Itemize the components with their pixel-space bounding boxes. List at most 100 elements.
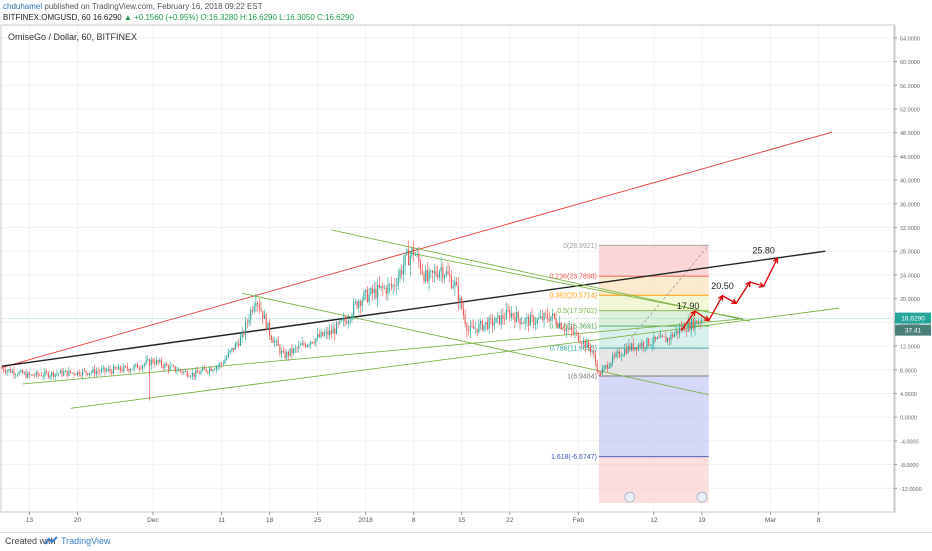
trendline-green-lower[interactable] [70, 307, 840, 409]
candle-body [572, 330, 574, 334]
candle-body [478, 323, 480, 333]
candle-body [588, 341, 590, 348]
author-link[interactable]: chduhamel [3, 2, 43, 11]
trendline-black-mid[interactable] [1, 250, 826, 367]
candle-body [564, 329, 566, 332]
trendlines[interactable] [1, 131, 840, 409]
candle-body [313, 342, 315, 344]
fib-level-label: 1.618(-6.6747) [551, 454, 597, 461]
projection-segment[interactable] [749, 281, 764, 287]
candle-body [92, 368, 94, 373]
candle-body [15, 374, 17, 376]
candle-body [88, 373, 91, 375]
candle-body [469, 325, 471, 332]
candle-body [421, 270, 423, 274]
tradingview-brand-link[interactable]: TradingView [61, 536, 111, 546]
candle-body [486, 322, 489, 330]
x-tick-label: Feb [573, 517, 585, 524]
projection-segment[interactable] [708, 295, 724, 321]
candle-body [649, 345, 651, 347]
candle-body [610, 363, 612, 367]
candle-body [154, 362, 156, 365]
candle-body [123, 366, 125, 372]
candle-body [528, 317, 530, 326]
candle-body [135, 363, 137, 366]
chart-frame[interactable]: 0(28.9921) 0.236(23.7898) 0.382(20.5714) 0.… [0, 24, 932, 532]
y-tick-label: 44.0000 [900, 155, 920, 161]
published-text: published on TradingView.com, February 1… [44, 2, 263, 11]
candle-body [432, 270, 434, 273]
y-tick-label: 12.0000 [900, 345, 920, 351]
projection-segment[interactable] [680, 310, 696, 332]
fib-level-label: 0.786(11.6655) [550, 346, 597, 353]
candle-body [83, 370, 85, 372]
candle-body [95, 371, 97, 375]
candle-body [517, 312, 519, 319]
candle-body [507, 309, 509, 311]
candle-body [558, 322, 561, 328]
trendline-green-desc-mid[interactable] [406, 251, 744, 320]
candle-body [310, 341, 312, 345]
candle-body [179, 369, 181, 372]
candle-body [440, 266, 442, 272]
tradingview-logo-icon [44, 536, 58, 545]
candle-body [172, 365, 175, 367]
candle-body [337, 322, 339, 324]
candle-body [529, 315, 531, 326]
candle-body [500, 315, 502, 325]
candle-body [492, 318, 494, 326]
candle-body [150, 359, 152, 366]
trendline-green-mid[interactable] [22, 318, 744, 385]
candle-body [46, 371, 48, 373]
candle-body [689, 321, 691, 331]
candle-body [450, 276, 452, 289]
candle-body [152, 359, 154, 363]
projection-segment[interactable] [763, 258, 778, 287]
candle-body [56, 373, 58, 375]
event-marker-icon[interactable] [624, 491, 636, 503]
candle-body [495, 317, 497, 324]
candle-body [468, 330, 470, 332]
y-tick-label: 24.0000 [900, 273, 920, 279]
candle-body [287, 351, 290, 356]
projection-segment[interactable] [694, 310, 710, 322]
candle-body [510, 313, 513, 318]
candle-body [488, 317, 490, 330]
candle-body [142, 365, 144, 369]
candle-body [543, 313, 545, 321]
candle-body [406, 249, 408, 255]
candle-body [334, 328, 336, 335]
candle-body [308, 344, 310, 346]
candle-body [75, 374, 77, 375]
chart-svg[interactable]: 0(28.9921) 0.236(23.7898) 0.382(20.5714) 0.… [0, 24, 932, 532]
candle-body [82, 370, 84, 376]
candle-body [16, 374, 18, 376]
candle-body [27, 372, 29, 378]
candle-body [389, 284, 391, 285]
candle-body [275, 340, 278, 342]
candle-body [480, 320, 482, 324]
candle-body [570, 327, 573, 331]
candle-body [4, 370, 6, 373]
up-arrow-icon: ▲ [123, 13, 132, 22]
fibonacci-retracement[interactable]: 0(28.9921) 0.236(23.7898) 0.382(20.5714) 0.… [549, 243, 710, 504]
candle-body [685, 331, 687, 332]
trendline-green-desc-bottom[interactable] [242, 292, 709, 396]
projection-segment[interactable] [722, 295, 737, 304]
candle-body [516, 312, 518, 323]
candle-body [655, 336, 657, 340]
candle-body [250, 309, 252, 321]
x-tick-label: 22 [506, 517, 514, 524]
candle-body [701, 319, 703, 323]
projection-arrows[interactable] [680, 257, 779, 332]
candle-body [490, 317, 492, 319]
projection-segment[interactable] [735, 281, 751, 304]
candle-body [356, 301, 358, 308]
fib-zone [598, 375, 709, 457]
candle-body [347, 320, 350, 324]
candle-body [166, 363, 168, 366]
candle-body [169, 365, 171, 370]
event-marker-icon[interactable] [696, 491, 708, 503]
target-labels: 17.90 20.50 25.80 [677, 245, 775, 311]
candle-body [684, 325, 686, 332]
